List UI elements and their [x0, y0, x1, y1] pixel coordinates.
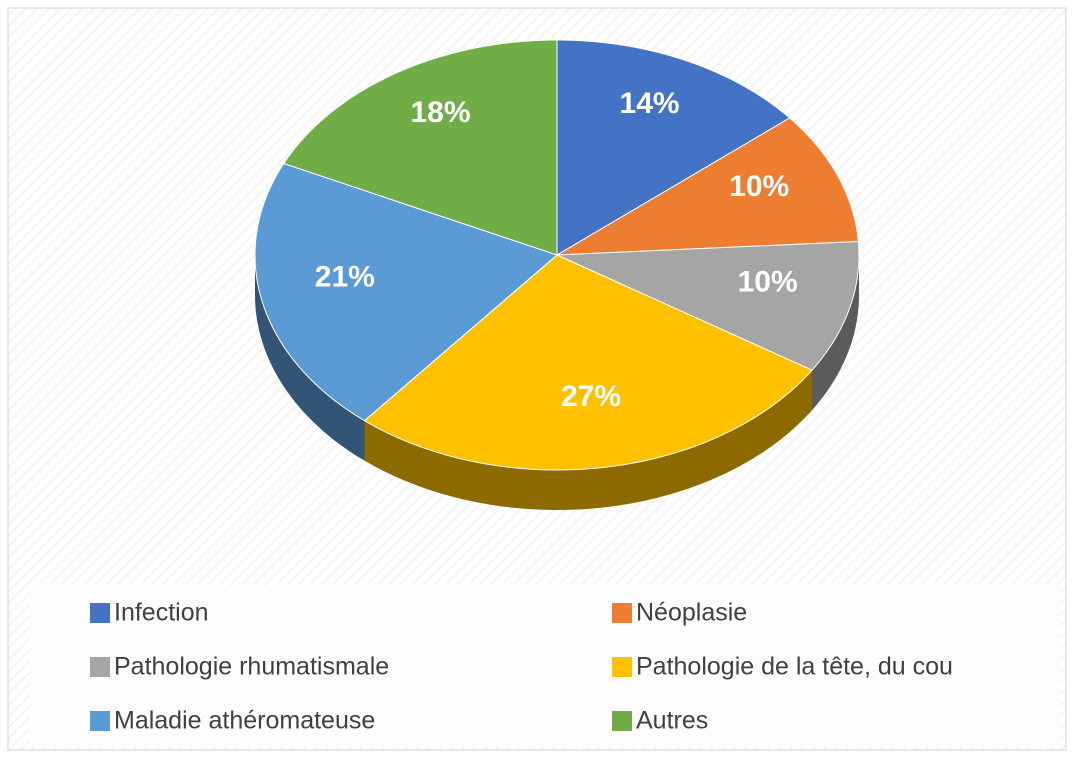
legend-label: Autres [636, 707, 708, 735]
slice [556, 39, 791, 256]
legend-label: Néoplasie [636, 599, 747, 627]
legend-swatch [612, 657, 632, 677]
slice [556, 117, 859, 256]
legend-swatch [90, 711, 110, 731]
legend-label: Pathologie de la tête, du cou [636, 653, 953, 681]
legend-label: Infection [114, 599, 209, 627]
slice-side [255, 255, 365, 461]
data-label: 10% [729, 170, 789, 203]
slice-side [811, 255, 859, 411]
data-label: 27% [561, 380, 621, 413]
legend-swatch [90, 657, 110, 677]
slice [254, 162, 558, 422]
legend-swatch [612, 603, 632, 623]
data-label: 18% [410, 96, 470, 129]
data-label: 14% [620, 87, 680, 120]
data-label: 10% [738, 265, 798, 298]
legend-box [30, 585, 1060, 747]
data-label: 21% [315, 261, 375, 294]
pie: 14% 10% 10% 27% 21% 18% [254, 39, 860, 510]
slice-side [364, 370, 812, 510]
legend: Infection Néoplasie Pathologie rhumatismal… [90, 599, 953, 735]
legend-label: Pathologie rhumatismale [114, 653, 389, 681]
slice [363, 254, 813, 471]
legend-label: Maladie athéromateuse [114, 707, 375, 735]
slice [556, 240, 860, 371]
legend-swatch [90, 603, 110, 623]
legend-swatch [612, 711, 632, 731]
slice [282, 39, 558, 256]
